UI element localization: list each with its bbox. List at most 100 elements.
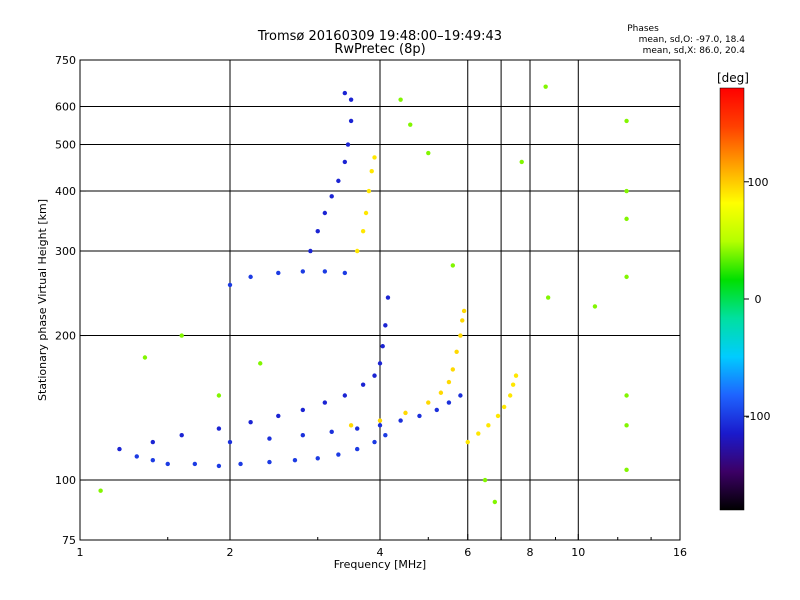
data-point: [267, 436, 272, 441]
data-point: [216, 463, 222, 469]
data-point: [408, 122, 413, 127]
data-point: [417, 413, 422, 419]
data-point: [342, 270, 348, 276]
data-point: [426, 400, 431, 405]
data-point: [322, 269, 328, 274]
colorbar-tick-label: -100: [746, 410, 771, 423]
y-ticks: 75 100 200 300 400 500 600 750: [55, 54, 86, 547]
data-point: [492, 499, 498, 505]
data-point: [134, 454, 139, 459]
data-point: [342, 90, 348, 96]
x-tick-label: 1: [77, 546, 84, 559]
data-point: [192, 461, 198, 467]
x-axis-label: Frequency [MHz]: [334, 558, 426, 571]
data-point: [519, 159, 524, 165]
data-point: [592, 304, 598, 309]
data-point: [308, 248, 313, 254]
data-point: [476, 431, 481, 436]
x-tick-label: 2: [227, 546, 234, 559]
data-point: [372, 373, 377, 378]
colorbar-tick-label: 0: [755, 293, 762, 306]
data-point: [501, 404, 507, 410]
data-point: [354, 248, 360, 254]
data-point: [276, 413, 281, 419]
data-point: [403, 410, 408, 416]
data-point: [385, 295, 391, 300]
data-point: [216, 426, 222, 431]
data-point: [507, 393, 513, 398]
data-point: [336, 178, 341, 184]
data-point: [98, 488, 103, 493]
data-point: [329, 429, 334, 435]
data-point: [624, 274, 629, 280]
data-point: [377, 418, 383, 423]
phases-line-x: mean, sd,X: 86.0, 20.4: [643, 46, 746, 56]
colorbar: [deg] 100 0 -100: [717, 71, 770, 511]
data-point: [363, 210, 369, 216]
data-point: [446, 400, 452, 405]
data-point: [426, 150, 431, 156]
data-point: [345, 142, 351, 147]
x-ticks: 1 2 4 6 8 10 16: [77, 534, 687, 559]
data-point: [624, 118, 629, 124]
data-point: [248, 274, 253, 280]
data-point: [460, 318, 465, 323]
x-tick-label: 10: [571, 546, 585, 559]
data-point: [315, 456, 320, 461]
data-point: [322, 400, 328, 405]
data-point: [150, 457, 156, 463]
data-point: [216, 393, 222, 398]
data-point: [360, 228, 366, 234]
data-point: [342, 159, 348, 165]
data-point: [354, 426, 360, 431]
data-point: [377, 361, 383, 366]
data-point: [543, 84, 548, 89]
y-gridlines: [80, 106, 680, 481]
data-point: [450, 263, 456, 268]
data-point: [366, 188, 372, 194]
y-tick-label: 750: [55, 54, 76, 67]
data-point: [380, 344, 385, 349]
y-tick-label: 100: [55, 474, 76, 487]
data-point: [360, 382, 366, 387]
data-point: [398, 418, 403, 423]
y-tick-label: 300: [55, 245, 76, 258]
data-point: [336, 452, 341, 457]
x-gridlines: [229, 60, 579, 540]
data-point: [458, 333, 463, 338]
data-point: [624, 393, 629, 398]
data-point: [300, 269, 306, 274]
x-tick-label: 16: [673, 546, 687, 559]
data-point: [624, 423, 629, 428]
y-tick-label: 400: [55, 185, 76, 198]
data-point: [372, 155, 377, 160]
data-point: [624, 467, 629, 473]
y-tick-label: 500: [55, 139, 76, 152]
data-point: [179, 432, 184, 438]
data-point: [238, 461, 243, 467]
y-tick-label: 75: [62, 534, 76, 547]
colorbar-label: [deg]: [717, 71, 749, 85]
data-point: [624, 188, 629, 194]
data-point: [267, 459, 272, 465]
chart-title: Tromsø 20160309 19:48:00–19:49:43: [257, 29, 502, 44]
data-point: [348, 118, 354, 124]
data-point: [461, 308, 467, 314]
data-point: [434, 407, 439, 413]
data-point: [465, 439, 470, 445]
phases-heading: Phases: [627, 24, 659, 34]
data-point: [545, 295, 551, 300]
data-point: [315, 228, 320, 234]
data-point: [348, 97, 354, 102]
y-tick-label: 200: [55, 330, 76, 343]
data-point: [292, 457, 298, 463]
data-point: [300, 432, 306, 438]
data-point: [276, 270, 281, 276]
data-point: [486, 423, 491, 428]
x-tick-label: 6: [464, 546, 471, 559]
colorbar-ticks: 100 0 -100: [744, 176, 770, 423]
data-point: [372, 439, 377, 445]
data-point: [369, 168, 374, 174]
data-point: [438, 390, 444, 395]
